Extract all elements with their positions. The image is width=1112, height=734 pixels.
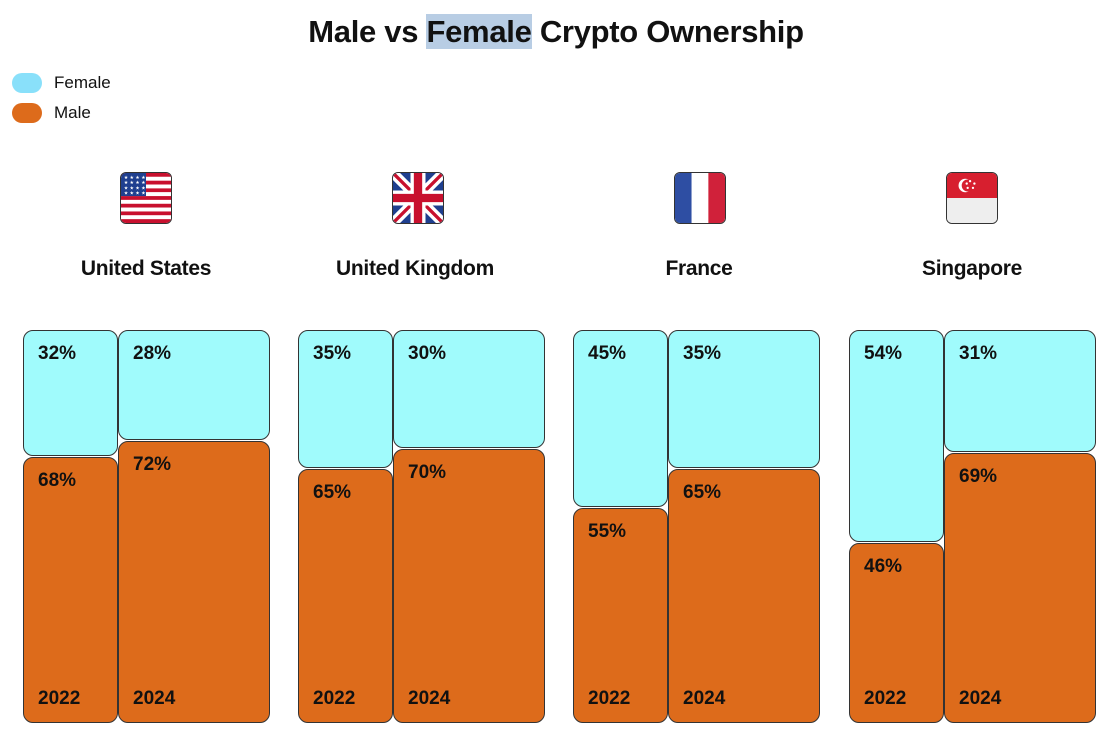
year-label: 2022 xyxy=(864,687,907,709)
year-label: 2024 xyxy=(408,687,451,709)
singapore-flag-icon xyxy=(946,172,998,224)
bar-male-united-kingdom-2022: 65% 2022 xyxy=(298,468,393,723)
svg-text:★: ★ xyxy=(135,191,139,197)
data-label-male: 72% xyxy=(133,454,172,476)
bar-female-united-kingdom-2024: 30% xyxy=(393,330,545,448)
svg-text:★: ★ xyxy=(124,191,128,197)
legend-item-male: Male xyxy=(12,98,111,128)
bar-female-singapore-2024: 31% xyxy=(944,330,1096,452)
svg-text:★: ★ xyxy=(130,191,134,197)
legend-swatch-male xyxy=(12,103,42,123)
svg-text:★: ★ xyxy=(135,175,139,181)
title-part-3: Crypto Ownership xyxy=(531,14,804,49)
title-part-1: Male vs xyxy=(308,14,427,49)
legend-label-male: Male xyxy=(54,103,91,122)
year-label: 2022 xyxy=(38,687,81,709)
bar-male-france-2022: 55% 2022 xyxy=(573,507,668,723)
data-label-male: 70% xyxy=(408,461,447,483)
data-label-male: 65% xyxy=(313,481,352,503)
bar-male-united-states-2022: 68% 2022 xyxy=(23,456,118,723)
data-label-female: 28% xyxy=(133,343,172,364)
data-label-female: 32% xyxy=(38,343,77,364)
data-label-female: 45% xyxy=(588,343,627,364)
bar-male-united-kingdom-2024: 70% 2024 xyxy=(393,448,545,723)
country-label-united-kingdom: United Kingdom xyxy=(336,257,494,280)
legend-label-female: Female xyxy=(54,73,111,92)
chart-title: Male vs Female Crypto Ownership xyxy=(0,12,1112,52)
svg-text:★: ★ xyxy=(124,175,128,181)
data-label-female: 35% xyxy=(683,343,722,364)
country-label-singapore: Singapore xyxy=(922,257,1022,280)
bar-female-singapore-2022: 54% xyxy=(849,330,944,543)
data-label-male: 69% xyxy=(959,465,998,487)
svg-text:★: ★ xyxy=(141,185,145,191)
data-label-female: 35% xyxy=(313,343,352,364)
svg-text:★: ★ xyxy=(130,185,134,191)
bar-male-singapore-2024: 69% 2024 xyxy=(944,452,1096,723)
bar-male-united-states-2024: 72% 2024 xyxy=(118,441,270,723)
data-label-male: 65% xyxy=(683,481,722,503)
legend-swatch-female xyxy=(12,73,42,93)
bar-female-france-2024: 35% xyxy=(668,330,820,468)
year-label: 2024 xyxy=(133,687,176,709)
data-label-female: 54% xyxy=(864,343,903,364)
year-label: 2022 xyxy=(313,687,356,709)
data-label-female: 31% xyxy=(959,343,998,364)
data-label-male: 55% xyxy=(588,520,627,542)
title-highlighted-word[interactable]: Female xyxy=(426,14,532,49)
svg-text:★: ★ xyxy=(130,175,134,181)
bar-female-france-2022: 45% xyxy=(573,330,668,507)
svg-text:★: ★ xyxy=(135,180,139,186)
bar-male-france-2024: 65% 2024 xyxy=(668,468,820,723)
data-label-female: 30% xyxy=(408,343,447,364)
svg-text:★: ★ xyxy=(141,180,145,186)
legend: Female Male xyxy=(12,68,111,128)
svg-text:★: ★ xyxy=(124,180,128,186)
bar-female-united-kingdom-2022: 35% xyxy=(298,330,393,468)
year-label: 2022 xyxy=(588,687,631,709)
svg-text:★: ★ xyxy=(141,175,145,181)
country-label-united-states: United States xyxy=(80,257,212,280)
bar-female-united-states-2022: 32% xyxy=(23,330,118,456)
legend-item-female: Female xyxy=(12,68,111,98)
svg-text:★: ★ xyxy=(141,191,145,197)
bar-male-singapore-2022: 46% 2022 xyxy=(849,543,944,723)
year-label: 2024 xyxy=(683,687,726,709)
bar-female-united-states-2024: 28% xyxy=(118,330,270,441)
country-label-france: France xyxy=(665,257,733,280)
year-label: 2024 xyxy=(959,687,1002,709)
data-label-male: 68% xyxy=(38,469,77,491)
uk-flag-icon xyxy=(392,172,444,224)
svg-text:★: ★ xyxy=(130,180,134,186)
data-label-male: 46% xyxy=(864,556,903,578)
us-flag-icon: ★ ★ ★ ★ ★ ★ ★ ★ ★ ★ ★ ★ ★ ★ ★ ★ xyxy=(120,172,172,224)
svg-text:★: ★ xyxy=(124,185,128,191)
svg-text:★: ★ xyxy=(135,185,139,191)
france-flag-icon xyxy=(674,172,726,224)
